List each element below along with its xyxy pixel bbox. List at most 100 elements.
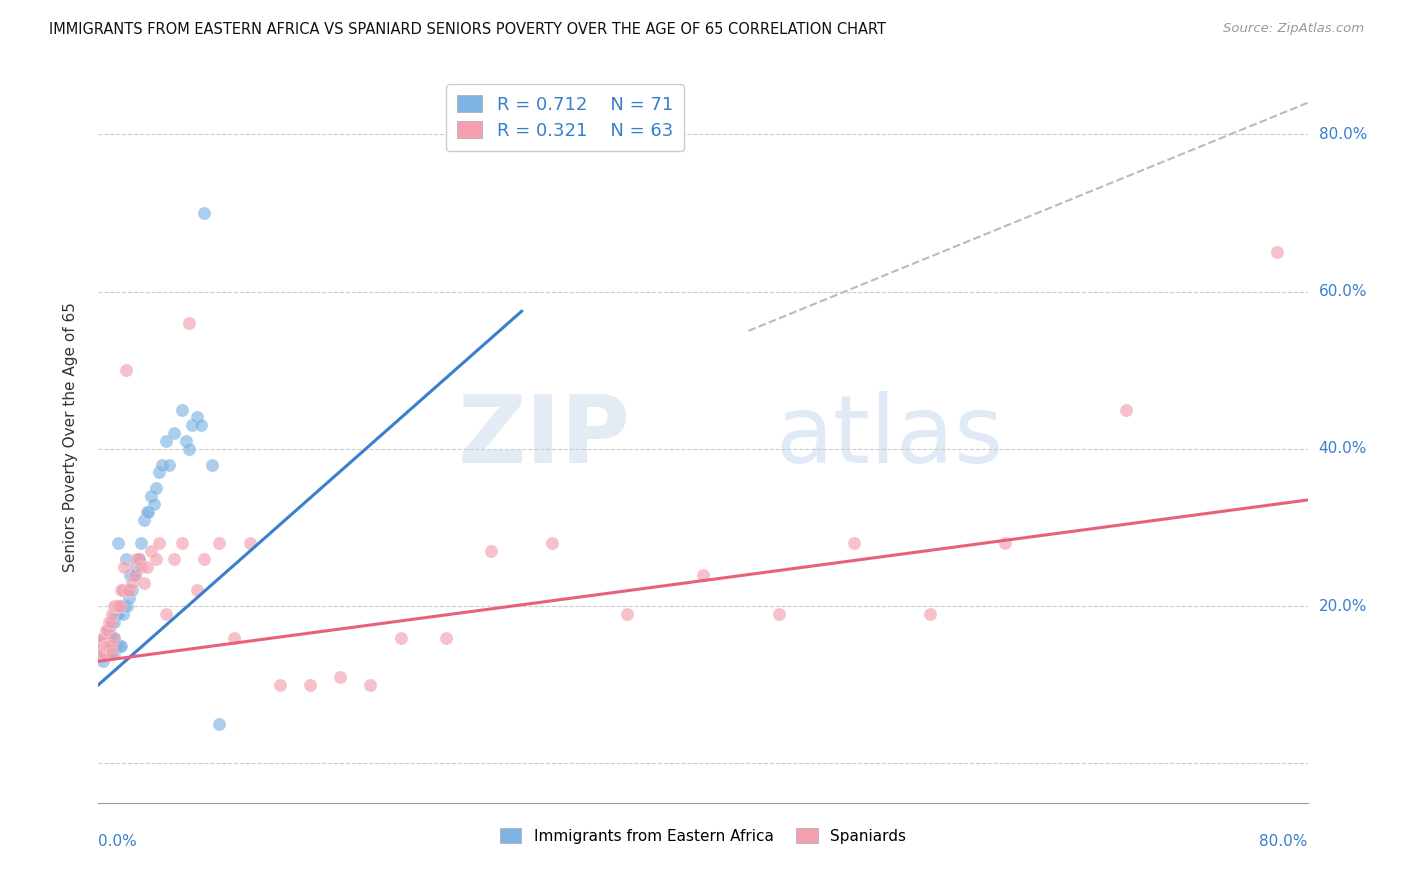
Point (91, 639, 114, 653)
Point (918, 607, 941, 621)
Point (132, 575, 155, 590)
Point (360, 678, 382, 692)
Text: 40.0%: 40.0% (1319, 442, 1367, 457)
Point (844, 536, 866, 550)
Point (329, 670, 352, 684)
Text: 60.0%: 60.0% (1319, 284, 1367, 299)
Point (129, 559, 152, 574)
Text: ZIP: ZIP (457, 391, 630, 483)
Text: 80.0%: 80.0% (1319, 127, 1367, 142)
Point (170, 536, 193, 550)
Point (692, 567, 714, 582)
Point (91, 646, 114, 660)
Point (122, 567, 145, 582)
Point (100, 631, 122, 645)
Point (108, 599, 131, 614)
Point (91, 654, 114, 668)
Point (103, 631, 125, 645)
Point (193, 552, 215, 566)
Point (481, 544, 503, 558)
Point (98, 646, 121, 660)
Point (118, 591, 141, 606)
Point (132, 513, 155, 527)
Point (170, 402, 193, 417)
Point (103, 599, 125, 614)
Y-axis label: Seniors Poverty Over the Age of 65: Seniors Poverty Over the Age of 65 (63, 302, 77, 572)
Point (94, 646, 117, 660)
Point (120, 567, 142, 582)
Point (128, 552, 150, 566)
Point (1115, 402, 1137, 417)
Point (89, 646, 111, 660)
Point (141, 489, 163, 503)
Point (91, 631, 114, 645)
Text: 80.0%: 80.0% (1260, 834, 1308, 849)
Point (107, 536, 129, 550)
Point (98, 631, 121, 645)
Point (179, 442, 201, 456)
Point (124, 567, 146, 582)
Point (93, 646, 115, 660)
Point (150, 458, 173, 472)
Point (90, 646, 112, 660)
Point (121, 575, 143, 590)
Point (98, 615, 121, 629)
Point (148, 466, 170, 480)
Point (112, 559, 135, 574)
Point (105, 607, 128, 621)
Point (143, 497, 166, 511)
Point (104, 599, 127, 614)
Point (90, 639, 112, 653)
Point (299, 678, 322, 692)
Point (94, 639, 117, 653)
Point (90, 639, 112, 653)
Point (96, 623, 118, 637)
Point (103, 631, 125, 645)
Point (128, 552, 150, 566)
Point (89, 646, 111, 660)
Point (155, 434, 177, 448)
Point (181, 418, 204, 433)
Point (112, 599, 135, 614)
Point (105, 599, 128, 614)
Point (118, 583, 141, 598)
Point (94, 623, 117, 637)
Point (96, 623, 118, 637)
Point (93, 639, 115, 653)
Point (110, 583, 132, 598)
Point (269, 678, 291, 692)
Point (91, 631, 114, 645)
Point (111, 607, 134, 621)
Point (616, 607, 638, 621)
Point (101, 639, 124, 653)
Point (100, 646, 122, 660)
Point (540, 536, 562, 550)
Point (208, 717, 231, 731)
Point (110, 639, 132, 653)
Point (108, 639, 131, 653)
Point (434, 631, 457, 645)
Point (96, 646, 118, 660)
Point (100, 639, 122, 653)
Point (121, 583, 143, 598)
Point (94, 639, 117, 653)
Point (135, 505, 157, 519)
Point (110, 599, 132, 614)
Point (94, 631, 117, 645)
Point (186, 583, 208, 598)
Point (96, 639, 118, 653)
Point (136, 505, 159, 519)
Point (135, 559, 157, 574)
Point (101, 615, 124, 629)
Point (125, 552, 148, 566)
Point (201, 458, 224, 472)
Point (100, 615, 122, 629)
Point (105, 639, 128, 653)
Text: 0.0%: 0.0% (98, 834, 138, 849)
Point (145, 552, 167, 566)
Point (101, 607, 124, 621)
Point (107, 607, 129, 621)
Point (129, 536, 152, 550)
Legend: Immigrants from Eastern Africa, Spaniards: Immigrants from Eastern Africa, Spaniard… (494, 822, 912, 850)
Point (98, 639, 121, 653)
